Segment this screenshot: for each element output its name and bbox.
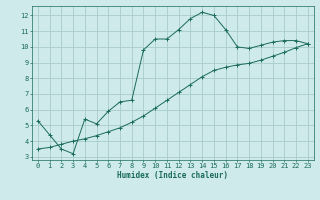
X-axis label: Humidex (Indice chaleur): Humidex (Indice chaleur) — [117, 171, 228, 180]
